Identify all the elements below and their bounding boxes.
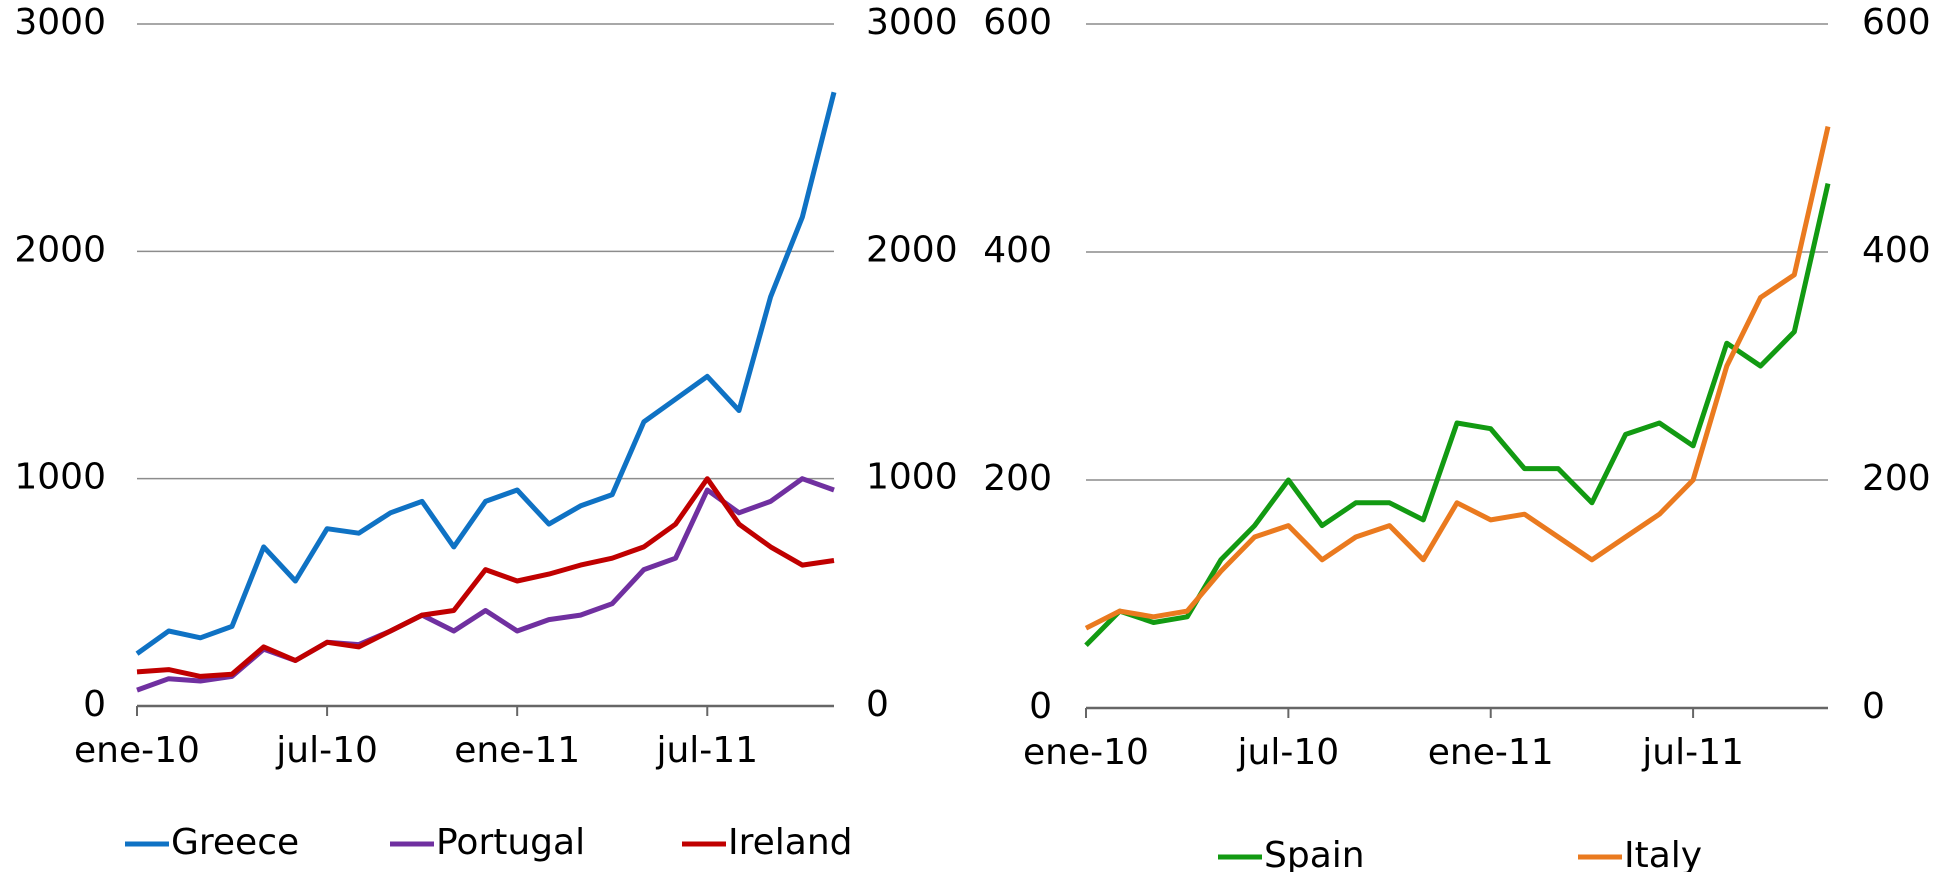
legend-label: Ireland [728, 822, 853, 863]
y-tick-label: 3000 [14, 2, 106, 43]
x-tick-label: jul-10 [275, 730, 378, 771]
x-tick-label: ene-10 [1023, 732, 1149, 773]
legend-label: Spain [1264, 835, 1365, 872]
y2-tick-label: 3000 [866, 2, 958, 43]
legend-label: Italy [1624, 835, 1702, 872]
x-tick-label: jul-11 [655, 730, 758, 771]
series-line [135, 91, 837, 656]
y2-tick-label: 0 [866, 684, 889, 725]
y2-tick-label: 0 [1862, 686, 1885, 727]
y-tick-label: 2000 [14, 229, 106, 270]
series-line [136, 476, 835, 679]
y2-tick-label: 600 [1862, 2, 1931, 43]
y-tick-label: 600 [983, 2, 1052, 43]
y-tick-label: 0 [83, 684, 106, 725]
y-tick-label: 1000 [14, 457, 106, 498]
y-tick-label: 400 [983, 230, 1052, 271]
x-tick-label: ene-11 [1428, 732, 1554, 773]
x-tick-label: jul-10 [1237, 732, 1340, 773]
x-tick-label: jul-11 [1641, 732, 1744, 773]
legend-label: Portugal [436, 822, 585, 863]
series-line [1084, 126, 1831, 631]
y-tick-label: 0 [1029, 686, 1052, 727]
y2-tick-label: 1000 [866, 457, 958, 498]
y2-tick-label: 2000 [866, 229, 958, 270]
y2-tick-label: 400 [1862, 230, 1931, 271]
x-tick-label: ene-10 [74, 730, 200, 771]
y-tick-label: 200 [983, 458, 1052, 499]
x-tick-label: ene-11 [454, 730, 580, 771]
series-line [1084, 183, 1831, 648]
y2-tick-label: 200 [1862, 458, 1931, 499]
legend-label: Greece [171, 822, 299, 863]
